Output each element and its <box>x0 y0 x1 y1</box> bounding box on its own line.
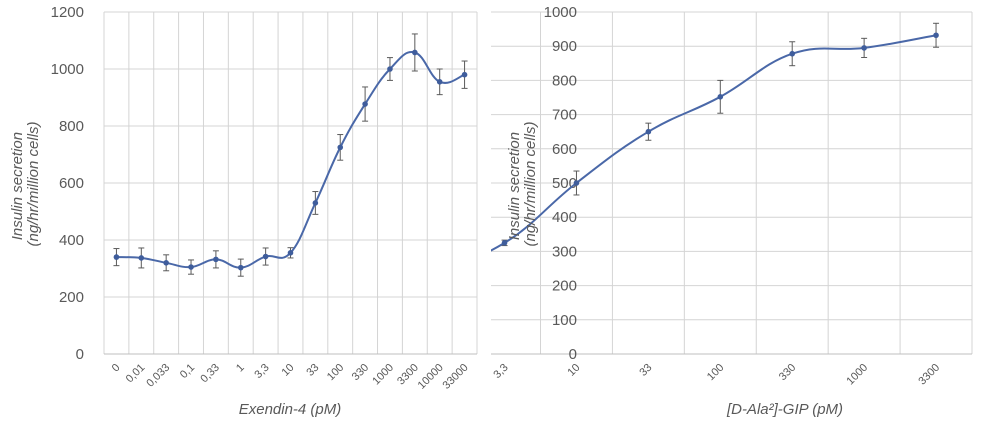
y-tick-label: 200 <box>552 278 577 295</box>
data-point <box>262 253 269 260</box>
y-tick-label: 600 <box>552 141 577 158</box>
data-point <box>113 254 120 260</box>
x-tick-label: 3,3 <box>491 362 510 381</box>
y-tick-label: 200 <box>59 289 84 306</box>
x-tick-label: 3,3 <box>252 362 271 381</box>
data-point <box>789 50 796 57</box>
x-tick-label: 33000 <box>441 362 471 392</box>
y-axis-label-line2: (ng/hr/million cells) <box>25 121 42 246</box>
data-points <box>113 49 468 271</box>
data-point <box>645 128 652 135</box>
y-tick-label: 300 <box>552 243 577 260</box>
y-tick-label: 900 <box>552 38 577 55</box>
y-tick-label: 1200 <box>51 4 84 21</box>
data-point <box>387 66 393 72</box>
data-point <box>461 71 468 78</box>
data-point <box>163 260 169 266</box>
x-tick-label: 0,033 <box>144 362 172 390</box>
y-tick-labels: 0 100 200 300 400 500 600 700 800 900 1000 <box>544 4 577 363</box>
x-tick-label: 33 <box>637 362 654 379</box>
y-tick-label: 0 <box>569 346 577 363</box>
data-point <box>861 45 867 51</box>
y-tick-label: 800 <box>552 72 577 89</box>
x-tick-label: 0,1 <box>178 362 197 381</box>
x-tick-labels: 0 0,010,033 0,1 0,33 1 3,3 10 33 100 330 1000 33001… <box>110 362 471 392</box>
data-point <box>412 49 418 56</box>
data-point <box>312 200 319 206</box>
data-point <box>362 101 368 107</box>
data-points <box>501 32 939 246</box>
series-line <box>491 34 937 252</box>
x-tick-label: 100 <box>705 362 726 383</box>
x-tick-label: 100 <box>325 362 346 383</box>
y-tick-label: 600 <box>59 175 84 192</box>
x-tick-label: 10000 <box>416 362 446 392</box>
x-axis-label: Exendin-4 (pM) <box>239 401 342 418</box>
y-axis-label: Insulin secretion (ng/hr/million cells) <box>9 121 42 246</box>
data-point <box>188 264 194 270</box>
y-tick-label: 700 <box>552 107 577 124</box>
x-tick-label: 10 <box>565 362 582 379</box>
x-tick-label: 330 <box>777 362 798 383</box>
x-tick-label: 1000 <box>370 362 396 388</box>
y-axis-label-line2: (ng/hr/million cells) <box>522 121 539 246</box>
grid-lines <box>103 11 478 355</box>
data-point <box>436 79 443 85</box>
x-tick-label: 0 <box>110 362 123 375</box>
y-tick-label: 1000 <box>544 4 577 21</box>
x-tick-label: 0,33 <box>198 362 222 386</box>
data-point <box>287 250 294 256</box>
data-point <box>717 94 724 100</box>
data-point <box>501 240 508 246</box>
y-axis-label: Insulin secretion (ng/hr/million cells) <box>506 121 539 246</box>
x-tick-label: 1000 <box>844 362 870 388</box>
y-tick-label: 0 <box>76 346 84 363</box>
y-axis-label-line1: Insulin secretion <box>506 132 523 240</box>
y-tick-label: 800 <box>59 118 84 135</box>
y-tick-label: 400 <box>552 209 577 226</box>
y-tick-label: 100 <box>552 312 577 329</box>
x-tick-label: 1 <box>234 362 247 375</box>
series-line <box>116 51 465 269</box>
y-tick-labels: 0 200 400 600 800 1000 1200 <box>51 4 84 363</box>
grid-lines <box>491 11 973 355</box>
data-point <box>337 144 344 151</box>
x-tick-label: 330 <box>350 362 371 383</box>
data-point <box>237 264 244 271</box>
y-tick-label: 400 <box>59 232 84 249</box>
y-tick-label: 1000 <box>51 61 84 78</box>
x-axis-label: [D-Ala²]-GIP (pM) <box>726 401 843 418</box>
data-point <box>933 32 939 39</box>
data-point <box>213 256 219 263</box>
data-point <box>573 180 580 186</box>
x-tick-label: 10 <box>279 362 296 379</box>
x-tick-label: 3300 <box>916 362 942 388</box>
data-point <box>138 255 145 261</box>
y-tick-label: 500 <box>552 175 577 192</box>
y-axis-label-line1: Insulin secretion <box>9 132 26 240</box>
x-tick-label: 33 <box>304 362 321 379</box>
